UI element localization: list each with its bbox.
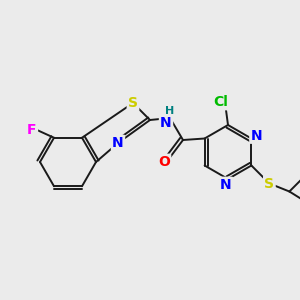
Text: N: N: [250, 128, 262, 142]
Text: Cl: Cl: [214, 95, 228, 109]
Text: S: S: [264, 176, 274, 190]
Text: N: N: [160, 116, 172, 130]
Text: H: H: [165, 106, 175, 116]
Text: N: N: [220, 178, 232, 192]
Text: S: S: [128, 96, 138, 110]
Text: N: N: [112, 136, 124, 150]
Text: F: F: [27, 123, 37, 137]
Text: O: O: [158, 155, 170, 169]
